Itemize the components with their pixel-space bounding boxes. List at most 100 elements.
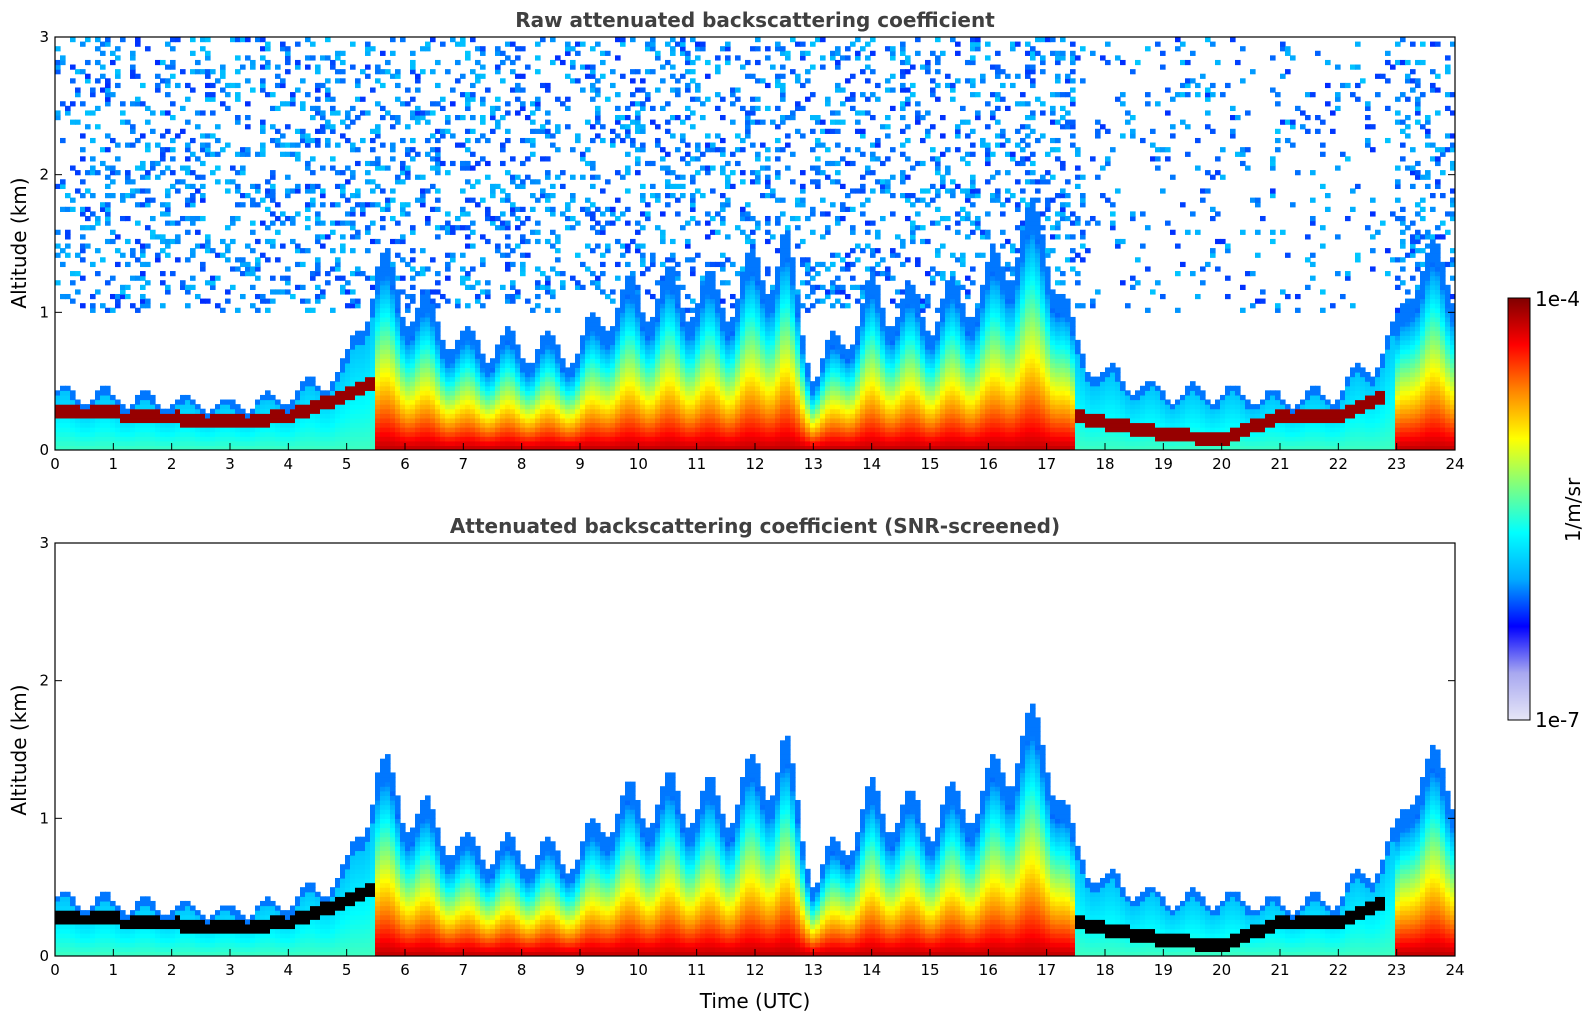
heatmap-cell xyxy=(760,431,766,437)
heatmap-cell xyxy=(350,142,356,148)
heatmap-cell xyxy=(460,371,466,378)
heatmap-cell xyxy=(610,376,616,382)
heatmap-cell xyxy=(360,399,366,405)
heatmap-cell xyxy=(410,330,416,336)
heatmap-cell xyxy=(565,73,571,79)
heatmap-cell xyxy=(170,445,176,450)
heatmap-cell xyxy=(575,385,581,391)
heatmap-cell xyxy=(500,413,506,419)
heatmap-cell xyxy=(740,293,746,300)
heatmap-cell xyxy=(540,193,546,199)
heatmap-cell xyxy=(415,390,421,396)
heatmap-cell xyxy=(460,160,466,167)
heatmap-cell xyxy=(485,367,491,373)
heatmap-cell xyxy=(665,413,671,419)
heatmap-cell xyxy=(510,381,516,387)
heatmap-cell xyxy=(445,399,451,405)
heatmap-cell xyxy=(90,92,96,98)
heatmap-cell xyxy=(390,280,396,286)
heatmap-cell xyxy=(625,399,631,405)
heatmap-cell xyxy=(730,101,736,107)
heatmap-cell xyxy=(405,147,411,153)
heatmap-cell xyxy=(275,128,281,134)
heatmap-cell xyxy=(425,326,431,332)
heatmap-cell xyxy=(645,408,651,414)
heatmap-cell xyxy=(85,206,91,212)
heatmap-cell xyxy=(430,110,436,116)
heatmap-cell xyxy=(500,335,506,341)
heatmap-cell xyxy=(570,440,576,447)
heatmap-cell xyxy=(390,124,396,130)
heatmap-cell xyxy=(685,142,691,148)
heatmap-cell xyxy=(630,303,636,309)
heatmap-cell xyxy=(625,358,631,364)
heatmap-cell xyxy=(545,87,551,93)
heatmap-cell xyxy=(210,431,216,437)
heatmap-cell xyxy=(345,422,351,428)
heatmap-cell xyxy=(710,362,716,368)
heatmap-cell xyxy=(335,55,341,61)
heatmap-cell xyxy=(315,238,321,245)
heatmap-cell xyxy=(685,220,691,226)
heatmap-cell xyxy=(545,156,551,162)
heatmap-cell xyxy=(510,174,516,180)
heatmap-cell xyxy=(685,413,691,419)
heatmap-cell xyxy=(720,358,726,364)
heatmap-cell xyxy=(750,110,756,116)
heatmap-cell xyxy=(635,119,641,125)
heatmap-cell xyxy=(695,55,701,61)
heatmap-cell xyxy=(250,408,256,414)
heatmap-cell xyxy=(460,422,466,428)
heatmap-cell xyxy=(435,358,441,364)
heatmap-cell xyxy=(680,50,686,56)
heatmap-cell xyxy=(80,408,86,414)
heatmap-cell xyxy=(680,445,686,450)
heatmap-cell xyxy=(610,367,616,373)
heatmap-cell xyxy=(555,124,561,130)
heatmap-cell xyxy=(710,404,716,410)
heatmap-cell xyxy=(185,215,191,222)
heatmap-cell xyxy=(680,193,686,199)
heatmap-cell xyxy=(490,385,496,391)
heatmap-cell xyxy=(490,367,496,373)
heatmap-cell xyxy=(525,381,531,387)
heatmap-cell xyxy=(490,110,496,116)
heatmap-cell xyxy=(580,381,586,387)
heatmap-cell xyxy=(745,376,751,382)
heatmap-cell xyxy=(270,440,276,447)
heatmap-cell xyxy=(660,165,666,171)
heatmap-cell xyxy=(665,394,671,401)
heatmap-cell xyxy=(450,362,456,368)
heatmap-cell xyxy=(335,436,341,442)
heatmap-cell xyxy=(690,417,696,424)
heatmap-cell xyxy=(390,293,396,300)
heatmap-cell xyxy=(720,151,726,157)
heatmap-cell xyxy=(75,69,81,75)
heatmap-cell xyxy=(545,431,551,437)
heatmap-cell xyxy=(80,417,86,424)
heatmap-cell xyxy=(680,404,686,410)
heatmap-cell xyxy=(690,174,696,180)
heatmap-cell xyxy=(490,436,496,442)
heatmap-cell xyxy=(735,376,741,382)
heatmap-cell xyxy=(135,96,141,102)
heatmap-cell xyxy=(615,367,621,373)
heatmap-cell xyxy=(65,193,71,199)
heatmap-cell xyxy=(640,193,646,199)
heatmap-cell xyxy=(435,289,441,295)
heatmap-cell xyxy=(150,440,156,447)
heatmap-cell xyxy=(410,339,416,346)
heatmap-cell xyxy=(685,160,691,167)
heatmap-cell xyxy=(195,156,201,162)
heatmap-cell xyxy=(80,234,86,240)
heatmap-cell xyxy=(530,422,536,428)
heatmap-cell xyxy=(735,303,741,309)
heatmap-cell xyxy=(580,349,586,355)
heatmap-cell xyxy=(435,422,441,428)
heatmap-cell xyxy=(455,353,461,359)
heatmap-cell xyxy=(375,408,381,414)
heatmap-cell xyxy=(725,417,731,424)
heatmap-cell xyxy=(750,362,756,368)
heatmap-cell xyxy=(610,137,616,144)
heatmap-cell xyxy=(650,371,656,378)
